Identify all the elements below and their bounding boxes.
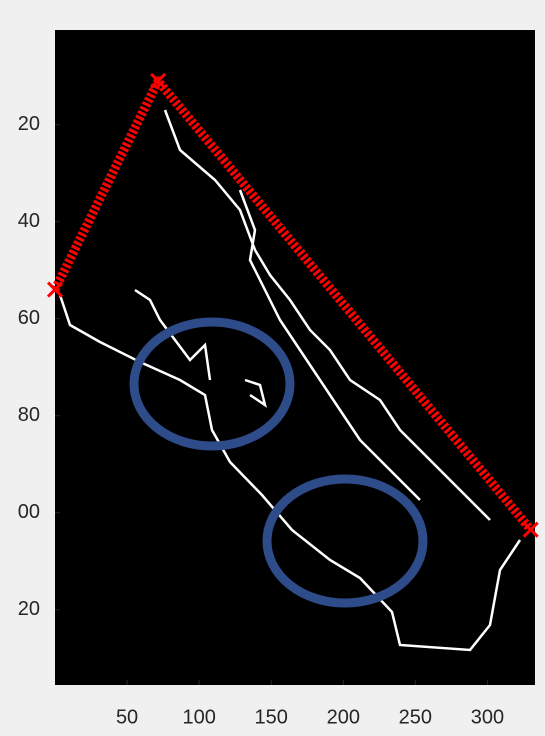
- marker-stroke: [522, 521, 539, 538]
- edge-fragment: [244, 378, 267, 408]
- y-tick-label: 00: [18, 501, 40, 523]
- x-tick-label: 200: [327, 706, 360, 728]
- marker: [522, 521, 539, 538]
- x-tick-label: 50: [116, 706, 138, 728]
- x-tick-label: 150: [255, 706, 288, 728]
- annotation-circles: [129, 317, 428, 608]
- annotation-ellipse: [129, 317, 295, 451]
- y-tick-label: 20: [18, 113, 40, 135]
- edge-fragment: [134, 288, 212, 381]
- marker-stroke: [46, 281, 64, 298]
- y-tick-label: 80: [18, 404, 40, 426]
- marker: [46, 281, 64, 298]
- marker: [150, 72, 167, 90]
- edge-fragment: [238, 189, 421, 501]
- y-tick-label: 20: [18, 598, 40, 620]
- x-tick-label: 300: [471, 706, 504, 728]
- x-tick-label: 250: [399, 706, 432, 728]
- marker-stroke: [150, 72, 167, 90]
- annotation-ellipse: [262, 474, 428, 608]
- x-tick-label: 100: [182, 706, 215, 728]
- edge-upper: [163, 109, 491, 521]
- y-tick-label: 60: [18, 307, 40, 329]
- image-area: [55, 30, 535, 685]
- y-tick-label: 40: [18, 210, 40, 232]
